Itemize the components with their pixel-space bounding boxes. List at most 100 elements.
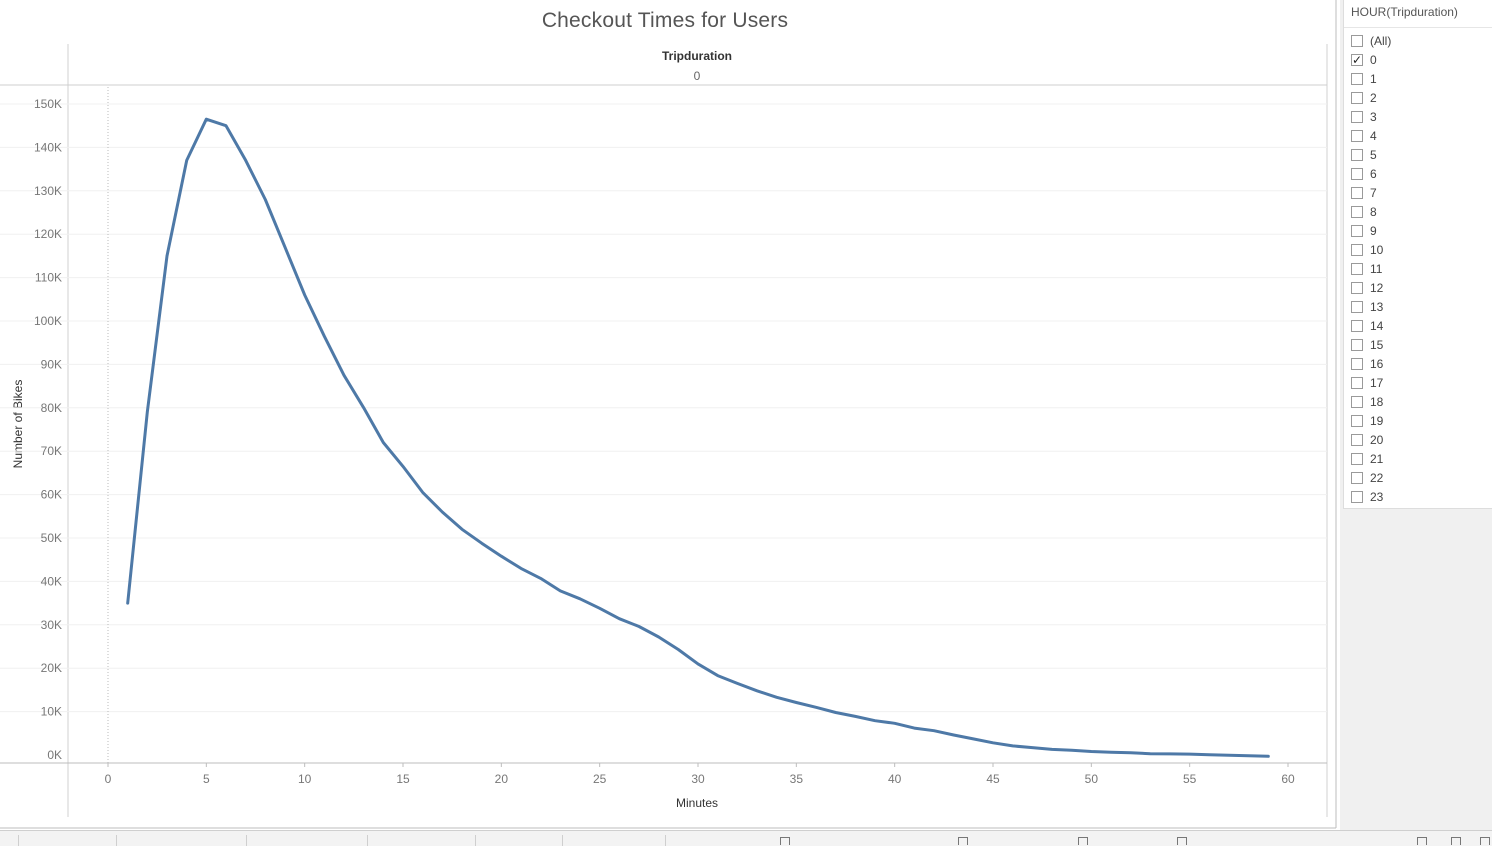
- sheet-tab-divider: [18, 835, 19, 846]
- filter-option-21[interactable]: 21: [1351, 449, 1492, 468]
- checkbox-icon[interactable]: [1351, 129, 1363, 142]
- x-tick-label: 15: [396, 772, 410, 786]
- filter-option-9[interactable]: 9: [1351, 221, 1492, 240]
- checkbox-icon[interactable]: [1351, 471, 1363, 484]
- checkbox-icon[interactable]: [1351, 452, 1363, 465]
- filter-option-label: 14: [1370, 318, 1384, 333]
- chart-area: Tripduration 0 Minutes Number of Bikes 0…: [0, 0, 1337, 829]
- series-group: [126, 117, 1270, 758]
- filter-option-all[interactable]: (All): [1351, 31, 1492, 50]
- checkbox-icon[interactable]: [1351, 110, 1363, 123]
- filter-option-5[interactable]: 5: [1351, 145, 1492, 164]
- tab-view-icon[interactable]: [1480, 837, 1490, 845]
- filter-option-label: 9: [1370, 223, 1377, 238]
- filter-option-18[interactable]: 18: [1351, 392, 1492, 411]
- filter-option-label: 1: [1370, 71, 1377, 86]
- y-tick-label: 140K: [34, 140, 62, 154]
- filter-card: HOUR(Tripduration) (All) ✓ 0 1 2 3 4 5 6 7 8 9 10 11 1…: [1343, 0, 1492, 509]
- filter-option-19[interactable]: 19: [1351, 411, 1492, 430]
- x-tick-label: 40: [888, 772, 902, 786]
- filter-option-13[interactable]: 13: [1351, 297, 1492, 316]
- checkbox-icon[interactable]: [1351, 167, 1363, 180]
- filter-option-10[interactable]: 10: [1351, 240, 1492, 259]
- filter-option-label: 20: [1370, 432, 1384, 447]
- filter-option-label: (All): [1370, 33, 1392, 48]
- x-axis-ticks: 0 5 10 15 20 25 30 35 40 45 50 55 60: [105, 763, 1295, 786]
- checkbox-icon[interactable]: [1351, 395, 1363, 408]
- y-tick-label: 60K: [41, 488, 62, 502]
- filter-option-0[interactable]: ✓ 0: [1351, 50, 1492, 69]
- checkbox-checked-icon[interactable]: ✓: [1351, 52, 1363, 67]
- filter-option-15[interactable]: 15: [1351, 335, 1492, 354]
- y-tick-label: 70K: [41, 444, 62, 458]
- checkbox-icon[interactable]: [1351, 262, 1363, 275]
- status-bar: [0, 830, 1492, 846]
- filter-option-17[interactable]: 17: [1351, 373, 1492, 392]
- filter-option-6[interactable]: 6: [1351, 164, 1492, 183]
- new-story-icon[interactable]: [1078, 837, 1088, 845]
- new-dashboard-icon[interactable]: [958, 837, 968, 845]
- filter-option-2[interactable]: 2: [1351, 88, 1492, 107]
- checkbox-icon[interactable]: [1351, 338, 1363, 351]
- sheet-icon[interactable]: [1177, 837, 1187, 845]
- filter-option-11[interactable]: 11: [1351, 259, 1492, 278]
- filter-option-16[interactable]: 16: [1351, 354, 1492, 373]
- grid-view-icon[interactable]: [1417, 837, 1427, 845]
- chart-title: Checkout Times for Users: [541, 9, 789, 32]
- filter-option-12[interactable]: 12: [1351, 278, 1492, 297]
- x-tick-label: 45: [986, 772, 1000, 786]
- new-sheet-icon[interactable]: [780, 837, 790, 845]
- checkbox-icon[interactable]: [1351, 72, 1363, 85]
- checkbox-icon[interactable]: [1351, 490, 1363, 503]
- x-tick-label: 10: [298, 772, 312, 786]
- y-tick-label: 110K: [35, 271, 62, 285]
- filter-option-8[interactable]: 8: [1351, 202, 1492, 221]
- filter-option-22[interactable]: 22: [1351, 468, 1492, 487]
- x-tick-label: 55: [1183, 772, 1197, 786]
- filter-option-7[interactable]: 7: [1351, 183, 1492, 202]
- filter-option-label: 22: [1370, 470, 1384, 485]
- x-tick-label: 5: [203, 772, 210, 786]
- filter-list: (All) ✓ 0 1 2 3 4 5 6 7 8 9 10 11 12 13 14 15 16 17 18 19 20 21…: [1344, 28, 1492, 506]
- line-chart: Tripduration 0 Minutes Number of Bikes 0…: [0, 0, 1337, 829]
- checkbox-icon[interactable]: [1351, 376, 1363, 389]
- filter-title: HOUR(Tripduration): [1344, 0, 1492, 28]
- x-tick-label: 60: [1281, 772, 1295, 786]
- y-tick-label: 80K: [41, 401, 62, 415]
- checkbox-icon[interactable]: [1351, 357, 1363, 370]
- filter-option-label: 16: [1370, 356, 1384, 371]
- x-tick-label: 0: [105, 772, 112, 786]
- filter-option-23[interactable]: 23: [1351, 487, 1492, 506]
- checkbox-icon[interactable]: [1351, 91, 1363, 104]
- checkbox-icon[interactable]: [1351, 281, 1363, 294]
- checkbox-icon[interactable]: [1351, 414, 1363, 427]
- filter-option-label: 18: [1370, 394, 1384, 409]
- y-tick-label: 50K: [41, 531, 62, 545]
- filter-option-label: 19: [1370, 413, 1384, 428]
- filmstrip-view-icon[interactable]: [1451, 837, 1461, 845]
- checkbox-icon[interactable]: [1351, 148, 1363, 161]
- series-line[interactable]: [126, 117, 1270, 758]
- filter-option-1[interactable]: 1: [1351, 69, 1492, 88]
- filter-option-label: 2: [1370, 90, 1377, 105]
- checkbox-icon[interactable]: [1351, 224, 1363, 237]
- column-value: 0: [694, 69, 701, 83]
- checkbox-icon[interactable]: [1351, 319, 1363, 332]
- checkbox-icon[interactable]: [1351, 34, 1363, 47]
- filter-option-label: 21: [1370, 451, 1384, 466]
- checkbox-icon[interactable]: [1351, 186, 1363, 199]
- checkbox-icon[interactable]: [1351, 300, 1363, 313]
- filter-option-20[interactable]: 20: [1351, 430, 1492, 449]
- y-tick-label: 0K: [47, 748, 62, 762]
- checkbox-icon[interactable]: [1351, 433, 1363, 446]
- filter-option-3[interactable]: 3: [1351, 107, 1492, 126]
- sheet-tab-divider: [116, 835, 117, 846]
- checkbox-icon[interactable]: [1351, 243, 1363, 256]
- checkbox-icon[interactable]: [1351, 205, 1363, 218]
- filter-option-4[interactable]: 4: [1351, 126, 1492, 145]
- y-tick-label: 120K: [34, 227, 62, 241]
- y-tick-label: 90K: [41, 357, 62, 371]
- filter-option-14[interactable]: 14: [1351, 316, 1492, 335]
- filter-option-label: 4: [1370, 128, 1377, 143]
- filter-option-label: 11: [1370, 261, 1383, 276]
